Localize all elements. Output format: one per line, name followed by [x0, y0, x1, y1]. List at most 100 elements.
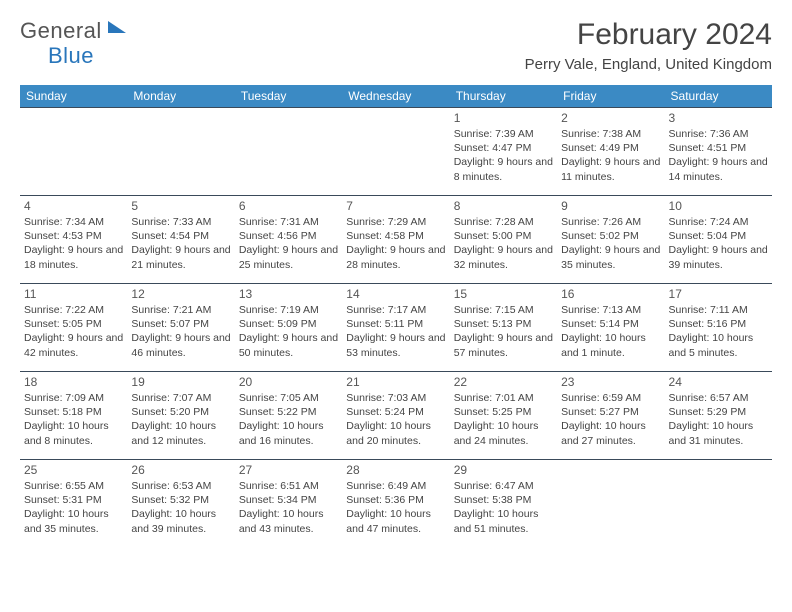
- logo: General: [20, 18, 130, 44]
- calendar-day-cell: 1 Sunrise: 7:39 AMSunset: 4:47 PMDaylight…: [450, 108, 557, 196]
- day-info: Sunrise: 7:33 AMSunset: 4:54 PMDaylight:…: [131, 215, 230, 272]
- day-number: 13: [239, 287, 338, 301]
- calendar-day-cell: 10 Sunrise: 7:24 AMSunset: 5:04 PMDayligh…: [665, 196, 772, 284]
- day-info: Sunrise: 7:34 AMSunset: 4:53 PMDaylight:…: [24, 215, 123, 272]
- logo-triangle-icon: [108, 21, 126, 33]
- calendar-day-cell: 3 Sunrise: 7:36 AMSunset: 4:51 PMDaylight…: [665, 108, 772, 196]
- day-info: Sunrise: 6:51 AMSunset: 5:34 PMDaylight:…: [239, 479, 338, 536]
- day-number: 15: [454, 287, 553, 301]
- day-number: 10: [669, 199, 768, 213]
- day-number: 4: [24, 199, 123, 213]
- calendar-day-cell: 11 Sunrise: 7:22 AMSunset: 5:05 PMDayligh…: [20, 284, 127, 372]
- calendar-week-row: 1 Sunrise: 7:39 AMSunset: 4:47 PMDaylight…: [20, 108, 772, 196]
- day-number: 22: [454, 375, 553, 389]
- day-header: Monday: [127, 85, 234, 108]
- day-header: Sunday: [20, 85, 127, 108]
- day-number: 8: [454, 199, 553, 213]
- day-info: Sunrise: 7:39 AMSunset: 4:47 PMDaylight:…: [454, 127, 553, 184]
- calendar-day-cell: 26 Sunrise: 6:53 AMSunset: 5:32 PMDayligh…: [127, 460, 234, 548]
- day-info: Sunrise: 7:05 AMSunset: 5:22 PMDaylight:…: [239, 391, 338, 448]
- day-info: Sunrise: 7:36 AMSunset: 4:51 PMDaylight:…: [669, 127, 768, 184]
- day-number: 11: [24, 287, 123, 301]
- calendar-week-row: 18 Sunrise: 7:09 AMSunset: 5:18 PMDayligh…: [20, 372, 772, 460]
- calendar-day-cell: 25 Sunrise: 6:55 AMSunset: 5:31 PMDayligh…: [20, 460, 127, 548]
- day-info: Sunrise: 7:31 AMSunset: 4:56 PMDaylight:…: [239, 215, 338, 272]
- calendar-week-row: 4 Sunrise: 7:34 AMSunset: 4:53 PMDaylight…: [20, 196, 772, 284]
- day-info: Sunrise: 7:03 AMSunset: 5:24 PMDaylight:…: [346, 391, 445, 448]
- day-header: Tuesday: [235, 85, 342, 108]
- calendar-day-cell: 14 Sunrise: 7:17 AMSunset: 5:11 PMDayligh…: [342, 284, 449, 372]
- day-info: Sunrise: 7:29 AMSunset: 4:58 PMDaylight:…: [346, 215, 445, 272]
- day-number: 3: [669, 111, 768, 125]
- day-info: Sunrise: 7:17 AMSunset: 5:11 PMDaylight:…: [346, 303, 445, 360]
- day-number: 24: [669, 375, 768, 389]
- day-number: 20: [239, 375, 338, 389]
- day-info: Sunrise: 6:57 AMSunset: 5:29 PMDaylight:…: [669, 391, 768, 448]
- calendar-table: SundayMondayTuesdayWednesdayThursdayFrid…: [20, 85, 772, 548]
- calendar-day-cell: 5 Sunrise: 7:33 AMSunset: 4:54 PMDaylight…: [127, 196, 234, 284]
- calendar-day-cell: 9 Sunrise: 7:26 AMSunset: 5:02 PMDaylight…: [557, 196, 664, 284]
- calendar-day-cell: 18 Sunrise: 7:09 AMSunset: 5:18 PMDayligh…: [20, 372, 127, 460]
- day-info: Sunrise: 7:38 AMSunset: 4:49 PMDaylight:…: [561, 127, 660, 184]
- logo-text-blue: Blue: [48, 43, 94, 68]
- calendar-day-cell: 13Sunrise: 7:19 AMSunset: 5:09 PMDayligh…: [235, 284, 342, 372]
- logo-text-general: General: [20, 18, 102, 44]
- calendar-day-cell: 23 Sunrise: 6:59 AMSunset: 5:27 PMDayligh…: [557, 372, 664, 460]
- day-number: 5: [131, 199, 230, 213]
- day-number: 7: [346, 199, 445, 213]
- calendar-day-cell: 15 Sunrise: 7:15 AMSunset: 5:13 PMDayligh…: [450, 284, 557, 372]
- day-number: 26: [131, 463, 230, 477]
- day-number: 1: [454, 111, 553, 125]
- day-info: Sunrise: 7:21 AMSunset: 5:07 PMDaylight:…: [131, 303, 230, 360]
- day-info: Sunrise: 7:24 AMSunset: 5:04 PMDaylight:…: [669, 215, 768, 272]
- day-info: Sunrise: 7:26 AMSunset: 5:02 PMDaylight:…: [561, 215, 660, 272]
- day-number: 23: [561, 375, 660, 389]
- calendar-day-cell: 12 Sunrise: 7:21 AMSunset: 5:07 PMDayligh…: [127, 284, 234, 372]
- day-header: Wednesday: [342, 85, 449, 108]
- calendar-day-cell: 22 Sunrise: 7:01 AMSunset: 5:25 PMDayligh…: [450, 372, 557, 460]
- day-info: Sunrise: 7:15 AMSunset: 5:13 PMDaylight:…: [454, 303, 553, 360]
- day-number: 18: [24, 375, 123, 389]
- calendar-day-cell: [665, 460, 772, 548]
- day-info: Sunrise: 7:01 AMSunset: 5:25 PMDaylight:…: [454, 391, 553, 448]
- day-info: Sunrise: 7:28 AMSunset: 5:00 PMDaylight:…: [454, 215, 553, 272]
- day-number: 9: [561, 199, 660, 213]
- day-info: Sunrise: 7:09 AMSunset: 5:18 PMDaylight:…: [24, 391, 123, 448]
- day-number: 14: [346, 287, 445, 301]
- calendar-day-cell: [127, 108, 234, 196]
- calendar-day-cell: 20 Sunrise: 7:05 AMSunset: 5:22 PMDayligh…: [235, 372, 342, 460]
- day-number: 17: [669, 287, 768, 301]
- day-number: 12: [131, 287, 230, 301]
- calendar-day-cell: [342, 108, 449, 196]
- day-number: 25: [24, 463, 123, 477]
- day-header: Friday: [557, 85, 664, 108]
- day-header: Saturday: [665, 85, 772, 108]
- calendar-day-cell: 21 Sunrise: 7:03 AMSunset: 5:24 PMDayligh…: [342, 372, 449, 460]
- calendar-day-cell: 7 Sunrise: 7:29 AMSunset: 4:58 PMDaylight…: [342, 196, 449, 284]
- day-info: Sunrise: 7:07 AMSunset: 5:20 PMDaylight:…: [131, 391, 230, 448]
- calendar-week-row: 25 Sunrise: 6:55 AMSunset: 5:31 PMDayligh…: [20, 460, 772, 548]
- day-info: Sunrise: 7:11 AMSunset: 5:16 PMDaylight:…: [669, 303, 768, 360]
- calendar-day-cell: 19Sunrise: 7:07 AMSunset: 5:20 PMDayligh…: [127, 372, 234, 460]
- calendar-day-cell: 29Sunrise: 6:47 AMSunset: 5:38 PMDayligh…: [450, 460, 557, 548]
- day-number: 2: [561, 111, 660, 125]
- day-info: Sunrise: 7:22 AMSunset: 5:05 PMDaylight:…: [24, 303, 123, 360]
- day-info: Sunrise: 7:13 AMSunset: 5:14 PMDaylight:…: [561, 303, 660, 360]
- calendar-day-cell: 24 Sunrise: 6:57 AMSunset: 5:29 PMDayligh…: [665, 372, 772, 460]
- day-info: Sunrise: 6:53 AMSunset: 5:32 PMDaylight:…: [131, 479, 230, 536]
- day-number: 6: [239, 199, 338, 213]
- calendar-day-cell: [557, 460, 664, 548]
- day-info: Sunrise: 6:59 AMSunset: 5:27 PMDaylight:…: [561, 391, 660, 448]
- calendar-day-cell: 8 Sunrise: 7:28 AMSunset: 5:00 PMDaylight…: [450, 196, 557, 284]
- calendar-week-row: 11 Sunrise: 7:22 AMSunset: 5:05 PMDayligh…: [20, 284, 772, 372]
- day-info: Sunrise: 6:47 AMSunset: 5:38 PMDaylight:…: [454, 479, 553, 536]
- calendar-day-cell: 17 Sunrise: 7:11 AMSunset: 5:16 PMDayligh…: [665, 284, 772, 372]
- calendar-day-cell: 2 Sunrise: 7:38 AMSunset: 4:49 PMDaylight…: [557, 108, 664, 196]
- calendar-day-cell: 4 Sunrise: 7:34 AMSunset: 4:53 PMDaylight…: [20, 196, 127, 284]
- day-header: Thursday: [450, 85, 557, 108]
- day-number: 21: [346, 375, 445, 389]
- calendar-day-cell: [20, 108, 127, 196]
- day-number: 28: [346, 463, 445, 477]
- calendar-day-cell: 16Sunrise: 7:13 AMSunset: 5:14 PMDayligh…: [557, 284, 664, 372]
- day-info: Sunrise: 6:55 AMSunset: 5:31 PMDaylight:…: [24, 479, 123, 536]
